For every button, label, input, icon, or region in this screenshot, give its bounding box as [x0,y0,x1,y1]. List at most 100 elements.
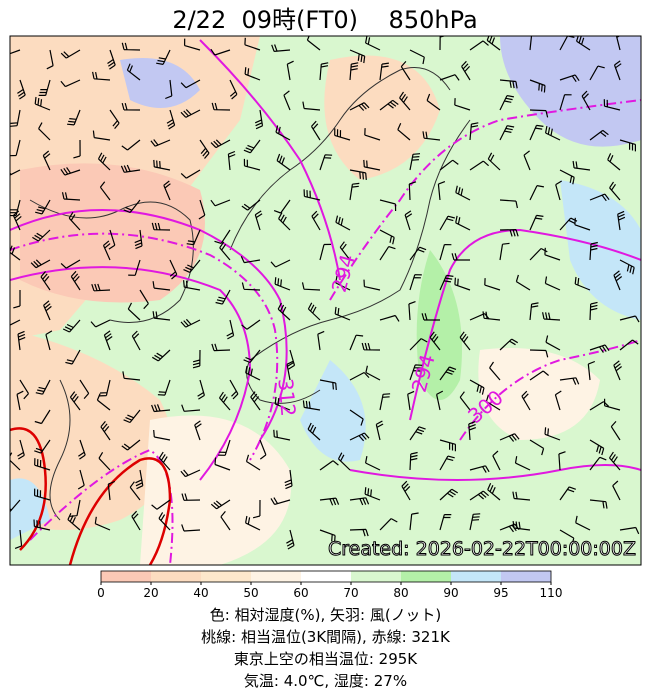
wind-barb [210,199,231,207]
wind-barb [437,181,446,201]
wind-barb [244,67,261,81]
wind-barb [10,169,21,176]
wind-barb [559,529,575,546]
wind-barb [589,301,598,321]
wind-barb [121,439,141,451]
wind-barb [244,37,261,51]
caption-line: 気温: 4.0℃, 湿度: 27% [243,672,408,690]
wind-barb [379,99,399,111]
wind-barb [439,74,460,81]
wind-barb [90,319,111,328]
wind-barb [617,210,626,231]
wind-barb [287,349,296,370]
wind-barb [126,63,141,81]
wind-barb [220,511,231,531]
wind-barb [365,365,381,381]
wind-barb [181,493,201,501]
wind-barb [529,185,545,201]
wind-barb [499,125,515,141]
wind-barb [439,455,455,471]
wind-barb [421,313,440,321]
wind-barb [278,212,291,231]
wind-barb [180,318,201,328]
wind-barb [589,193,610,202]
wind-barb [439,488,459,501]
wind-barb [306,36,321,51]
wind-barb [151,499,171,510]
wind-barb [10,49,21,55]
wind-barb [192,349,201,369]
wind-barb [120,164,141,173]
wind-barb [286,529,295,550]
wind-barb [198,199,206,220]
wind-barb [349,497,370,506]
wind-barb [349,62,359,81]
wind-barb [349,169,367,180]
wind-barb [529,370,549,381]
wind-barb [455,185,471,201]
wind-barb [123,409,141,424]
wind-barb [156,49,171,65]
wind-barb [122,371,141,381]
colorbar-tick-label: 95 [493,586,508,600]
wind-barb [99,379,111,397]
wind-barb [180,109,201,118]
wind-barb [337,452,351,471]
wind-barb [607,153,621,171]
wind-barb [183,259,201,273]
wind-barb [529,349,549,358]
wind-barb [469,122,479,141]
wind-barb [259,439,267,460]
wind-barb [34,409,51,425]
wind-barb [131,330,141,351]
wind-barb [397,123,411,141]
wind-barb [349,334,364,351]
wind-barb [439,514,452,531]
wind-barb [139,289,149,310]
wind-barb [615,36,621,51]
wind-barb [379,518,398,531]
wind-barb [243,139,261,154]
wind-barb [559,486,577,501]
wind-barb [574,217,591,231]
wind-barb [426,93,441,111]
wind-barb [250,391,261,411]
wind-barb [451,253,470,261]
wind-barb [365,36,381,51]
wind-barb [612,480,621,501]
caption-line: 桃線: 相当温位(3K間隔), 赤線: 321K [201,628,450,646]
wind-barb [10,244,21,261]
wind-barb [10,319,21,326]
wind-barb [529,36,533,51]
wind-barb [613,360,622,381]
wind-barb [609,181,621,201]
wind-barb [619,339,639,351]
wind-barb [128,259,141,276]
wind-barb [91,283,111,292]
wind-barb [589,456,607,471]
wind-barb [468,421,477,441]
wind-barb [619,139,636,152]
wind-barb [544,427,561,441]
wind-barb [68,211,81,231]
wind-barb [603,99,621,111]
wind-barb [270,259,291,268]
wind-barb [469,513,481,531]
wind-barb [97,152,111,171]
wind-barb [12,210,22,231]
wind-barb [194,420,202,441]
wind-barb [302,101,321,111]
wind-barb [499,338,519,351]
wind-barb [409,451,418,471]
wind-barb [589,499,608,509]
wind-barb [183,280,201,291]
wind-barb [587,360,596,381]
wind-barb [273,429,291,441]
wind-barb [512,521,531,531]
colorbar-tick-label: 70 [343,586,358,600]
wind-barb [70,270,81,291]
wind-barb [151,404,171,413]
wind-barb [153,159,171,171]
colorbar-tick-label: 0 [97,586,105,600]
wind-barb [245,454,261,471]
